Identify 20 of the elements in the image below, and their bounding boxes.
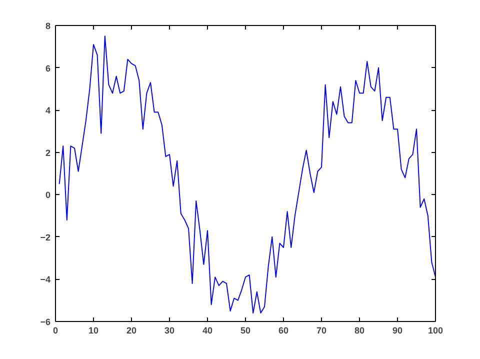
x-tick-label: 30	[164, 326, 175, 336]
line-series	[58, 36, 436, 314]
y-tick-label: 0	[45, 190, 51, 200]
x-tick-label: 40	[202, 326, 213, 336]
y-tick-label: 4	[45, 106, 51, 116]
y-tick-label: 6	[45, 63, 51, 74]
y-tick-label: −4	[40, 274, 51, 285]
y-tick-label: −6	[40, 317, 51, 327]
x-tick-label: 0	[52, 326, 58, 336]
y-tick-label: 8	[45, 21, 51, 31]
y-tick-label: 2	[45, 148, 51, 158]
y-tick-label: −2	[40, 232, 51, 242]
x-tick-label: 70	[316, 326, 327, 336]
x-tick-label: 80	[354, 326, 365, 336]
x-tick-label: 90	[392, 326, 403, 336]
x-tick-label: 20	[126, 326, 137, 336]
x-tick-label: 100	[428, 326, 444, 336]
x-tick-label: 10	[88, 326, 99, 336]
x-tick-label: 60	[278, 326, 289, 336]
x-tick-label: 50	[240, 326, 251, 336]
